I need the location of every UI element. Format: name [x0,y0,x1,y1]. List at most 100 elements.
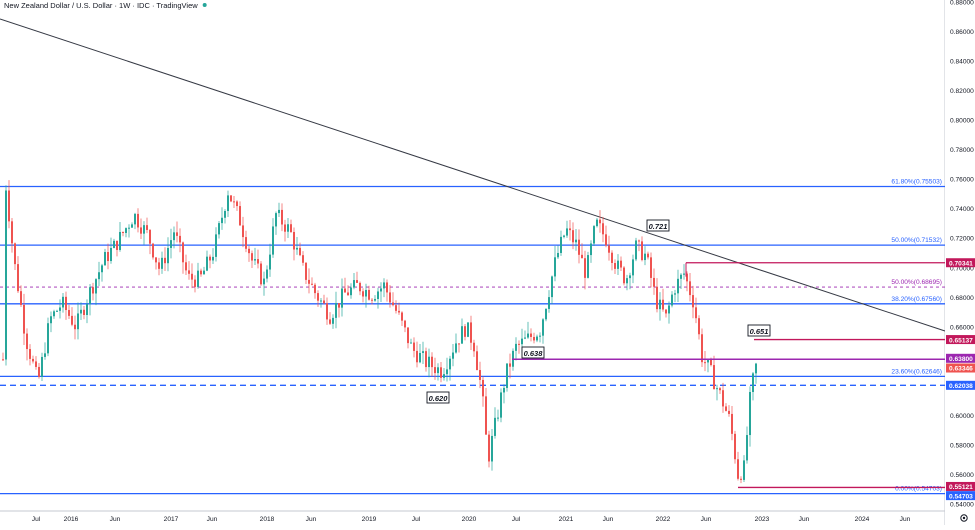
candle [554,246,556,282]
price-callout-label: 0.620 [429,394,449,403]
candle-body [602,223,604,235]
price-badge-label: 0.63800 [949,356,973,363]
candle-body [293,231,295,250]
candle [743,455,745,482]
trendline[interactable] [0,18,946,332]
candle-body [269,254,271,270]
candle [647,251,649,260]
candle-body [548,297,550,309]
price-callout-label: 0.721 [649,222,668,231]
price-badge: 0.63800 [946,353,975,363]
candle [251,250,253,268]
candle [86,299,88,324]
candle-body [650,257,652,278]
candle-body [149,229,151,244]
candle [29,344,31,366]
candle-body [218,223,220,235]
candle [134,212,136,230]
candle [374,295,376,302]
price-badge-label: 0.70341 [949,260,973,267]
candle-body [482,379,484,397]
price-axis-tick-label: 0.86000 [950,29,974,36]
candle [44,342,46,360]
candle [20,285,22,308]
candle [692,285,694,319]
candle-body [56,310,58,312]
candle-body [704,362,706,364]
candle [83,305,85,320]
time-axis-tick-label: 2022 [656,516,671,523]
candle [272,218,274,258]
candle [263,271,265,296]
candle-body [257,259,259,264]
candle [635,237,637,262]
candle [530,328,532,342]
candle-body [353,280,355,288]
candle [632,254,634,284]
candle-body [134,213,136,225]
time-axis-tick-label: Jun [701,516,712,523]
candle [161,251,163,274]
candle [746,426,748,464]
candle-body [743,460,745,480]
candle [386,279,388,302]
price-callout[interactable]: 0.638 [521,346,545,359]
candle [416,341,418,368]
candle-body [140,227,142,234]
candle [371,297,373,305]
candle-body [302,255,304,263]
candle-body [314,284,316,294]
candle-body [644,253,646,261]
candle [32,355,34,364]
candle-body [488,434,490,462]
candle [308,268,310,294]
price-axis-tick-label: 0.76000 [950,177,974,184]
price-badge-bg [946,258,975,268]
price-badge: 0.54703 [946,491,975,500]
candle [392,292,394,307]
candle [707,359,709,373]
candle-body [578,239,580,255]
price-callout[interactable]: 0.651 [747,324,771,337]
candle-body [608,245,610,253]
price-axis-tick-label: 0.66000 [950,324,974,331]
candle-body [53,311,55,317]
candle [14,242,16,271]
time-axis-tick-label: 2016 [64,516,79,523]
price-callout[interactable]: 0.721 [646,219,670,232]
candle-body [671,294,673,306]
price-badge-label: 0.54703 [949,493,973,500]
settings-gear-icon[interactable] [960,514,968,522]
price-badge-bg [946,481,975,491]
candle-body [371,299,373,301]
candle-body [50,316,52,324]
candle [104,248,106,266]
candle-body [68,310,70,316]
candle-body [422,351,424,354]
candle-body [23,304,25,334]
candle-body [683,273,685,275]
candle-body [74,324,76,330]
candle [116,240,118,257]
candle-body [71,315,73,325]
candle [494,407,496,439]
candle-body [752,373,754,392]
candle [752,371,754,401]
price-badge-bg [946,353,975,363]
candle [341,278,343,317]
price-badge: 0.65137 [946,335,975,344]
candle-body [383,282,385,289]
time-axis-tick-label: 2019 [362,516,377,523]
candle-body [380,288,382,292]
price-callout[interactable]: 0.620 [426,391,450,404]
candle [680,273,682,289]
price-badge-bg [946,335,975,345]
candle [239,201,241,226]
candle [158,257,160,276]
candle [323,294,325,305]
candle [608,235,610,261]
candle-body [128,227,130,229]
candle-body [461,326,463,344]
